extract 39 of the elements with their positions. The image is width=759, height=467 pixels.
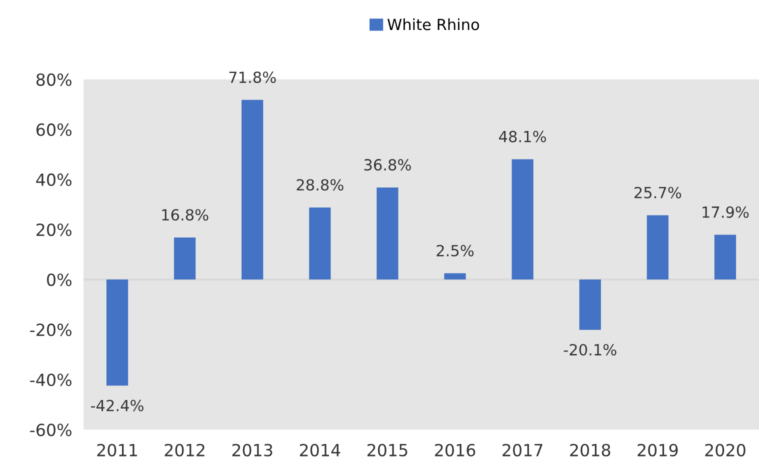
- x-tick-label: 2015: [367, 444, 408, 456]
- legend-label: White Rhino: [388, 18, 480, 30]
- data-label: 71.8%: [229, 72, 276, 84]
- y-tick-label: 60%: [36, 123, 72, 136]
- data-label: 2.5%: [436, 244, 474, 256]
- x-tick-label: 2016: [435, 444, 476, 456]
- x-tick-label: 2014: [300, 444, 340, 456]
- y-tick-label: 0%: [47, 273, 72, 286]
- bar: [714, 234, 736, 280]
- data-label: 17.9%: [702, 206, 749, 218]
- x-tick-label: 2017: [502, 444, 542, 456]
- data-label: -20.1%: [564, 344, 616, 356]
- x-tick-label: 2011: [97, 444, 137, 456]
- y-tick-label: -60%: [30, 424, 72, 436]
- bar: [376, 187, 398, 280]
- bar: [579, 280, 601, 330]
- data-label: 48.1%: [499, 130, 546, 142]
- y-tick-label: -20%: [30, 324, 72, 336]
- data-label: 25.7%: [634, 186, 682, 198]
- y-tick-label: 20%: [36, 223, 72, 236]
- bar: [106, 280, 128, 386]
- bar: [174, 238, 196, 280]
- y-tick-label: -40%: [30, 374, 72, 386]
- data-label: 16.8%: [162, 209, 208, 221]
- bar: [444, 273, 466, 280]
- data-label: -42.4%: [90, 400, 144, 412]
- bar: [512, 159, 534, 280]
- bar: [646, 215, 668, 280]
- y-tick-label: 40%: [36, 173, 72, 186]
- data-label: 28.8%: [296, 179, 344, 191]
- data-label: 36.8%: [364, 159, 411, 171]
- x-tick-label: 2020: [705, 444, 746, 456]
- x-tick-label: 2012: [164, 444, 204, 456]
- x-tick-label: 2018: [570, 444, 610, 456]
- y-tick-label: 80%: [36, 73, 72, 86]
- bar: [309, 207, 331, 280]
- x-tick-label: 2013: [232, 444, 272, 456]
- bar: [242, 100, 264, 280]
- x-tick-label: 2019: [638, 444, 678, 456]
